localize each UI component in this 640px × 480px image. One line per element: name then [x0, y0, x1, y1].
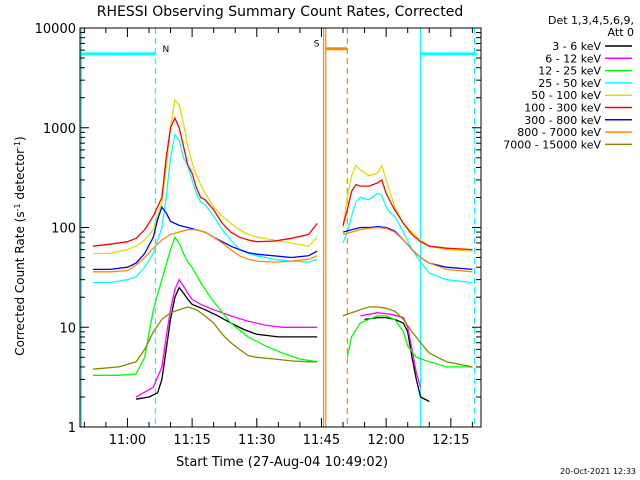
series-line: [342, 192, 473, 284]
series-line: [346, 315, 473, 368]
series-line: [135, 278, 318, 398]
y-label-superscript: -1: [13, 141, 22, 149]
svg-text:Corrected Count Rate (s-1 dete: Corrected Count Rate (s-1 detector-1): [13, 136, 28, 355]
x-tick-label: 11:15: [173, 433, 210, 448]
series-line: [342, 306, 473, 368]
legend-label: 800 - 7000 keV: [517, 126, 601, 139]
series-line: [364, 316, 430, 403]
series-line: [92, 205, 318, 271]
legend-label: 300 - 800 keV: [524, 114, 601, 127]
legend-header-line: Att 0: [608, 26, 634, 39]
y-label-part: detector: [13, 149, 27, 204]
instrument-state-markers: NS: [80, 40, 477, 56]
y-tick-label: 1: [68, 421, 76, 436]
data-series: [92, 98, 473, 403]
x-tick-label: 11:00: [109, 433, 146, 448]
series-line: [92, 235, 318, 376]
legend-label: 50 - 100 keV: [531, 89, 601, 102]
legend-label: 12 - 25 keV: [538, 65, 601, 78]
legend-label: 100 - 300 keV: [524, 102, 601, 115]
series-line: [342, 178, 473, 251]
y-tick-label: 1000: [43, 122, 76, 137]
legend-label: 7000 - 15000 keV: [503, 138, 601, 151]
legend-label: 6 - 12 keV: [545, 52, 601, 65]
series-line: [92, 133, 318, 284]
y-axis: 1 10 100 1000 10000: [35, 22, 481, 436]
series-line: [342, 226, 473, 273]
y-axis-label: Corrected Count Rate (s-1 detector-1): [13, 136, 28, 355]
y-label-part: ): [13, 136, 27, 141]
series-line: [92, 116, 318, 247]
y-label-part: Corrected Count Rate (s: [13, 211, 27, 355]
y-tick-label: 10000: [35, 22, 76, 37]
legend-label: 25 - 50 keV: [538, 77, 601, 90]
chart-title: RHESSI Observing Summary Count Rates, Co…: [97, 4, 463, 20]
y-tick-label: 10: [59, 321, 76, 336]
y-label-superscript: -1: [13, 203, 22, 211]
series-line: [342, 163, 473, 252]
x-tick-label: 11:45: [303, 433, 340, 448]
x-axis-label: Start Time (27-Aug-04 10:49:02): [176, 455, 388, 470]
legend-label: 3 - 6 keV: [552, 40, 601, 53]
instrument-state-lines: [80, 28, 476, 427]
x-axis: 11:00 11:15 11:30 11:45 12:00 12:15: [83, 28, 473, 448]
legend-header-line: Det 1,3,4,5,6,9,: [548, 14, 634, 27]
series-line: [92, 229, 318, 273]
x-tick-label: 12:15: [432, 433, 469, 448]
series-line: [92, 98, 318, 255]
series-line: [135, 286, 318, 400]
legend-header: Det 1,3,4,5,6,9,Att 0: [548, 14, 634, 39]
state-label: S: [314, 40, 320, 50]
x-tick-label: 11:30: [238, 433, 275, 448]
series-line: [92, 306, 318, 370]
y-tick-label: 100: [51, 222, 76, 237]
footer-date: 20-Oct-2021 12:33: [560, 467, 636, 476]
x-tick-label: 12:00: [367, 433, 404, 448]
state-label: N: [162, 45, 169, 55]
